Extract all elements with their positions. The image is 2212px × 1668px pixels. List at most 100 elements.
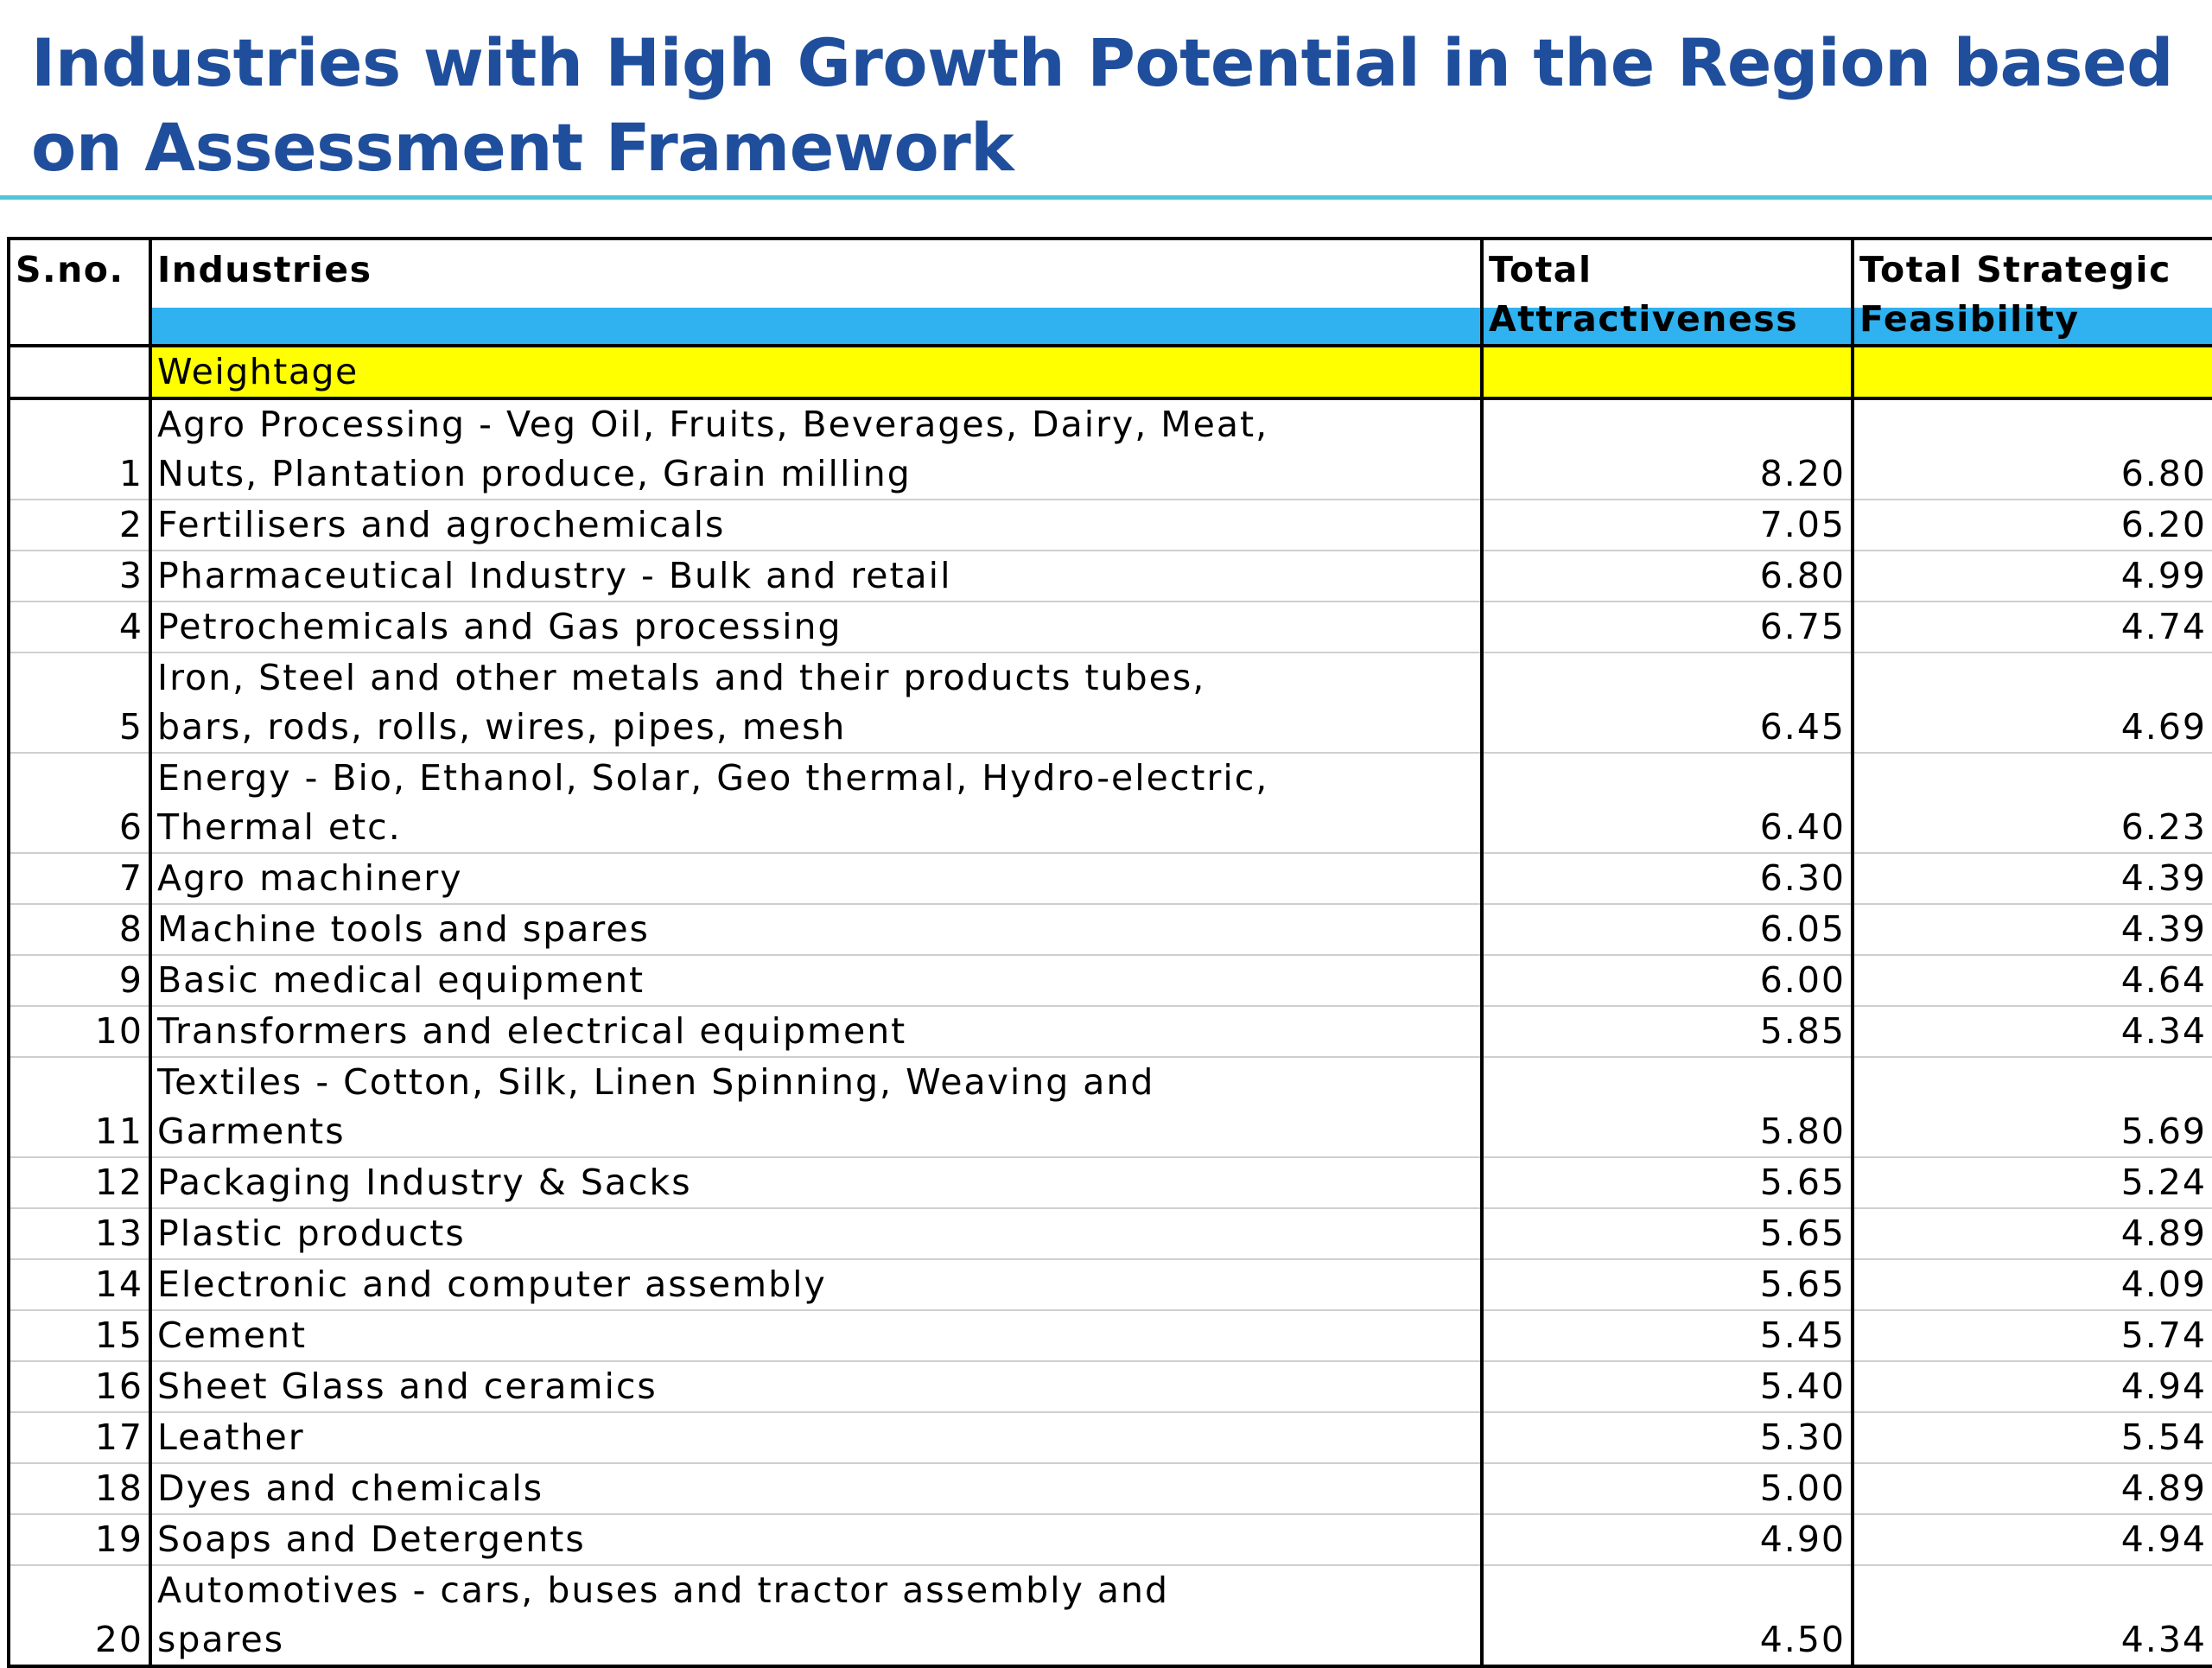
row-feasibility: 6.80 <box>1853 398 2212 500</box>
industries-table-container: S.no. Industries Total Attractiveness To… <box>7 237 2212 1668</box>
row-feasibility: 4.94 <box>1853 1514 2212 1566</box>
table-row: 16 Sheet Glass and ceramics 5.40 4.94 <box>7 1361 2212 1413</box>
row-industry: Soaps and Detergents <box>150 1514 1484 1566</box>
table-row: 17 Leather 5.30 5.54 <box>7 1412 2212 1464</box>
row-industry: Sheet Glass and ceramics <box>150 1361 1484 1413</box>
row-industry: Dyes and chemicals <box>150 1463 1484 1515</box>
weightage-label: Weightage <box>149 344 1484 400</box>
row-feasibility: 4.09 <box>1853 1259 2212 1311</box>
industry-text-line: Automotives - cars, buses and tractor as… <box>157 1569 1170 1611</box>
row-sno: 2 <box>7 500 152 551</box>
row-sno: 14 <box>7 1259 152 1311</box>
row-attractiveness: 5.65 <box>1482 1157 1854 1209</box>
row-industry: Pharmaceutical Industry - Bulk and retai… <box>150 551 1484 602</box>
row-attractiveness: 4.90 <box>1482 1514 1854 1566</box>
industry-text-line: Sheet Glass and ceramics <box>157 1366 658 1407</box>
industry-text-line: Basic medical equipment <box>157 959 645 1001</box>
row-industry: Leather <box>150 1412 1484 1464</box>
industry-text-line: bars, rods, rolls, wires, pipes, mesh <box>157 706 847 748</box>
industry-text-line: Packaging Industry & Sacks <box>157 1162 692 1203</box>
row-industry: Agro Processing - Veg Oil, Fruits, Bever… <box>150 398 1484 500</box>
row-attractiveness: 6.40 <box>1482 753 1854 854</box>
row-feasibility: 4.89 <box>1853 1208 2212 1260</box>
industry-text-line: Thermal etc. <box>157 806 402 848</box>
row-attractiveness: 7.05 <box>1482 500 1854 551</box>
weightage-feasibility-cell <box>1851 344 2212 400</box>
row-sno: 3 <box>7 551 152 602</box>
header-sno: S.no. <box>7 237 152 347</box>
row-feasibility: 4.34 <box>1853 1006 2212 1058</box>
row-sno: 19 <box>7 1514 152 1566</box>
industry-text-line: Leather <box>157 1417 305 1458</box>
row-attractiveness: 6.30 <box>1482 853 1854 905</box>
row-attractiveness: 6.45 <box>1482 653 1854 754</box>
row-attractiveness: 6.05 <box>1482 904 1854 956</box>
table-row: 18 Dyes and chemicals 5.00 4.89 <box>7 1463 2212 1515</box>
industry-text-line: Agro Processing - Veg Oil, Fruits, Bever… <box>157 404 1269 445</box>
table-row: 6 Energy - Bio, Ethanol, Solar, Geo therm… <box>7 753 2212 854</box>
row-attractiveness: 5.00 <box>1482 1463 1854 1515</box>
row-feasibility: 5.54 <box>1853 1412 2212 1464</box>
row-sno: 1 <box>7 398 152 500</box>
row-sno: 8 <box>7 904 152 956</box>
row-industry: Machine tools and spares <box>150 904 1484 956</box>
row-sno: 9 <box>7 955 152 1007</box>
table-row: 2 Fertilisers and agrochemicals 7.05 6.20 <box>7 500 2212 551</box>
header-attractiveness: Total Attractiveness <box>1480 237 1854 347</box>
table-row: 9 Basic medical equipment 6.00 4.64 <box>7 955 2212 1007</box>
table-row: 11 Textiles - Cotton, Silk, Linen Spinnin… <box>7 1057 2212 1158</box>
row-attractiveness: 5.80 <box>1482 1057 1854 1158</box>
row-industry: Cement <box>150 1310 1484 1362</box>
row-feasibility: 6.20 <box>1853 500 2212 551</box>
industry-text-line: Transformers and electrical equipment <box>157 1010 907 1052</box>
row-feasibility: 4.89 <box>1853 1463 2212 1515</box>
row-attractiveness: 5.45 <box>1482 1310 1854 1362</box>
industry-text-line: spares <box>157 1619 285 1660</box>
industry-text-line: Garments <box>157 1111 346 1152</box>
table-row: 19 Soaps and Detergents 4.90 4.94 <box>7 1514 2212 1566</box>
row-industry: Iron, Steel and other metals and their p… <box>150 653 1484 754</box>
title-divider <box>0 195 2212 200</box>
table-row: 5 Iron, Steel and other metals and their … <box>7 653 2212 754</box>
row-attractiveness: 5.65 <box>1482 1259 1854 1311</box>
row-sno: 6 <box>7 753 152 854</box>
row-industry: Electronic and computer assembly <box>150 1259 1484 1311</box>
row-feasibility: 4.74 <box>1853 602 2212 653</box>
row-feasibility: 4.69 <box>1853 653 2212 754</box>
row-industry: Packaging Industry & Sacks <box>150 1157 1484 1209</box>
table-row: 15 Cement 5.45 5.74 <box>7 1310 2212 1362</box>
row-feasibility: 6.23 <box>1853 753 2212 854</box>
row-feasibility: 4.94 <box>1853 1361 2212 1413</box>
table-row: 10 Transformers and electrical equipment 5… <box>7 1006 2212 1058</box>
header-row: S.no. Industries Total Attractiveness To… <box>7 237 2212 347</box>
weightage-attractiveness-cell <box>1480 344 1854 400</box>
industry-text-line: Fertilisers and agrochemicals <box>157 504 726 545</box>
row-attractiveness: 5.40 <box>1482 1361 1854 1413</box>
page-title: Industries with High Growth Potential in… <box>31 24 2173 186</box>
table-row: 12 Packaging Industry & Sacks 5.65 5.24 <box>7 1157 2212 1209</box>
header-feasibility: Total Strategic Feasibility <box>1851 237 2212 347</box>
row-industry: Agro machinery <box>150 853 1484 905</box>
table-row: 13 Plastic products 5.65 4.89 <box>7 1208 2212 1260</box>
industry-text-line: Plastic products <box>157 1213 466 1254</box>
row-sno: 17 <box>7 1412 152 1464</box>
industry-text-line: Energy - Bio, Ethanol, Solar, Geo therma… <box>157 757 1269 799</box>
row-feasibility: 4.64 <box>1853 955 2212 1007</box>
row-attractiveness: 8.20 <box>1482 398 1854 500</box>
industry-text-line: Pharmaceutical Industry - Bulk and retai… <box>157 555 952 596</box>
row-sno: 18 <box>7 1463 152 1515</box>
row-sno: 12 <box>7 1157 152 1209</box>
row-sno: 20 <box>7 1565 152 1668</box>
industry-text-line: Soaps and Detergents <box>157 1518 586 1560</box>
row-industry: Automotives - cars, buses and tractor as… <box>150 1565 1484 1668</box>
row-feasibility: 5.69 <box>1853 1057 2212 1158</box>
row-attractiveness: 5.85 <box>1482 1006 1854 1058</box>
row-attractiveness: 6.00 <box>1482 955 1854 1007</box>
table-row: 14 Electronic and computer assembly 5.65 4.… <box>7 1259 2212 1311</box>
weightage-sno-cell <box>7 344 152 400</box>
row-industry: Textiles - Cotton, Silk, Linen Spinning,… <box>150 1057 1484 1158</box>
row-sno: 5 <box>7 653 152 754</box>
row-industry: Petrochemicals and Gas processing <box>150 602 1484 653</box>
industry-text-line: Electronic and computer assembly <box>157 1264 827 1305</box>
table-row: 1 Agro Processing - Veg Oil, Fruits, Beve… <box>7 398 2212 500</box>
